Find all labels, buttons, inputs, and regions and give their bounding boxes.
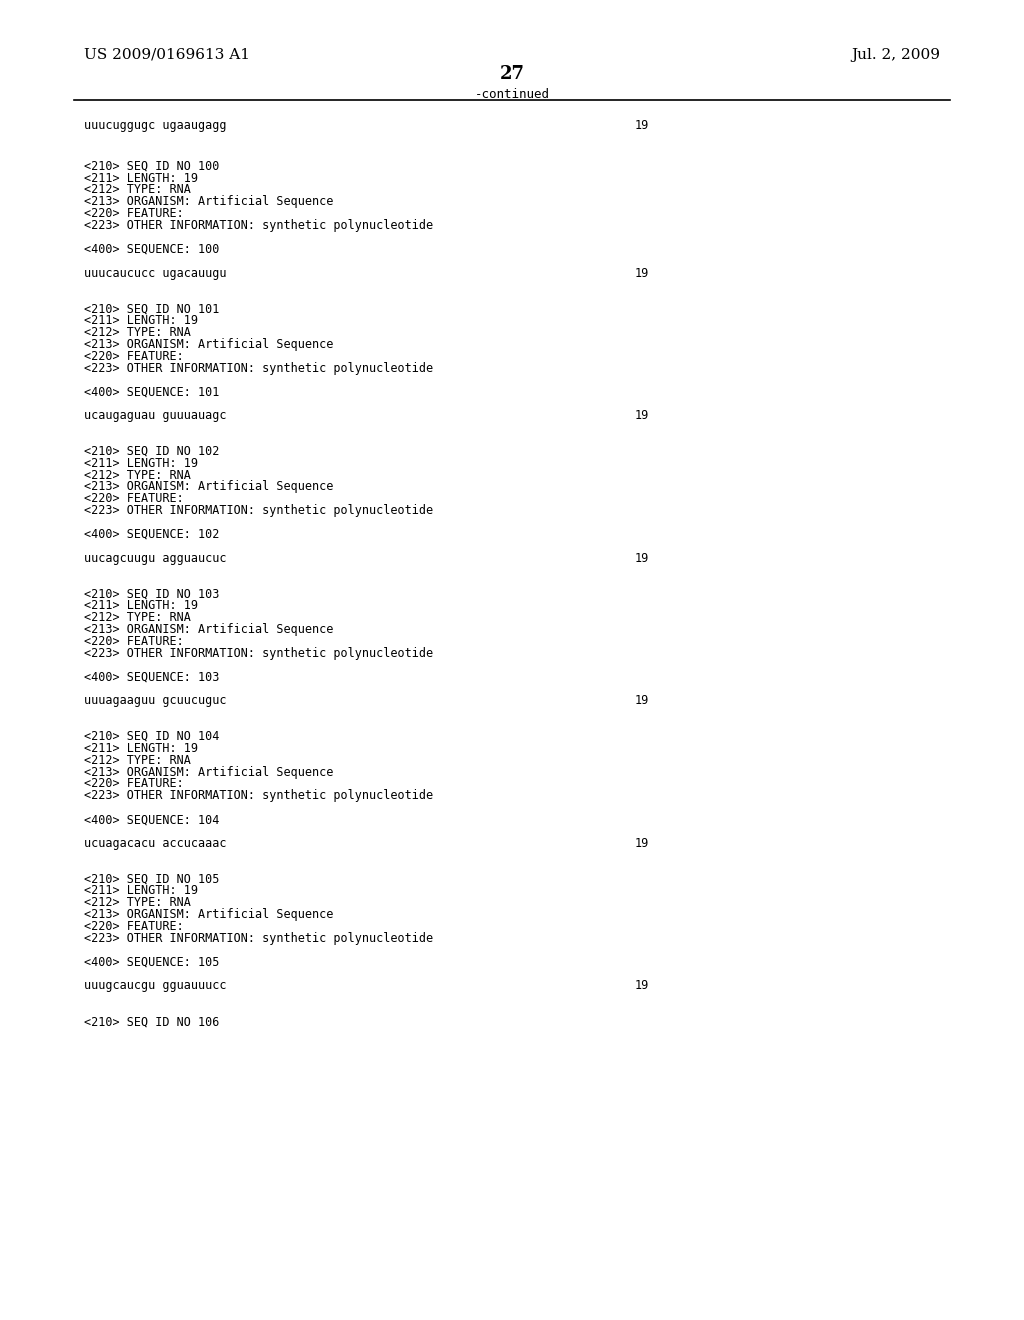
Text: <210> SEQ ID NO 105: <210> SEQ ID NO 105: [84, 873, 219, 886]
Text: <213> ORGANISM: Artificial Sequence: <213> ORGANISM: Artificial Sequence: [84, 338, 334, 351]
Text: <213> ORGANISM: Artificial Sequence: <213> ORGANISM: Artificial Sequence: [84, 908, 334, 921]
Text: <212> TYPE: RNA: <212> TYPE: RNA: [84, 469, 190, 482]
Text: uuugcaucgu gguauuucc: uuugcaucgu gguauuucc: [84, 979, 226, 993]
Text: <210> SEQ ID NO 101: <210> SEQ ID NO 101: [84, 302, 219, 315]
Text: <212> TYPE: RNA: <212> TYPE: RNA: [84, 611, 190, 624]
Text: <212> TYPE: RNA: <212> TYPE: RNA: [84, 326, 190, 339]
Text: <211> LENGTH: 19: <211> LENGTH: 19: [84, 742, 198, 755]
Text: <212> TYPE: RNA: <212> TYPE: RNA: [84, 754, 190, 767]
Text: Jul. 2, 2009: Jul. 2, 2009: [851, 48, 940, 62]
Text: <223> OTHER INFORMATION: synthetic polynucleotide: <223> OTHER INFORMATION: synthetic polyn…: [84, 932, 433, 945]
Text: uuuagaaguu gcuucuguc: uuuagaaguu gcuucuguc: [84, 694, 226, 708]
Text: <400> SEQUENCE: 101: <400> SEQUENCE: 101: [84, 385, 219, 399]
Text: <223> OTHER INFORMATION: synthetic polynucleotide: <223> OTHER INFORMATION: synthetic polyn…: [84, 789, 433, 803]
Text: -continued: -continued: [474, 88, 550, 102]
Text: <211> LENGTH: 19: <211> LENGTH: 19: [84, 457, 198, 470]
Text: 19: 19: [635, 694, 649, 708]
Text: <220> FEATURE:: <220> FEATURE:: [84, 207, 183, 220]
Text: <400> SEQUENCE: 102: <400> SEQUENCE: 102: [84, 528, 219, 541]
Text: 19: 19: [635, 119, 649, 132]
Text: <211> LENGTH: 19: <211> LENGTH: 19: [84, 314, 198, 327]
Text: 19: 19: [635, 837, 649, 850]
Text: <212> TYPE: RNA: <212> TYPE: RNA: [84, 183, 190, 197]
Text: <211> LENGTH: 19: <211> LENGTH: 19: [84, 172, 198, 185]
Text: <400> SEQUENCE: 103: <400> SEQUENCE: 103: [84, 671, 219, 684]
Text: <400> SEQUENCE: 100: <400> SEQUENCE: 100: [84, 243, 219, 256]
Text: <220> FEATURE:: <220> FEATURE:: [84, 492, 183, 506]
Text: 19: 19: [635, 979, 649, 993]
Text: <210> SEQ ID NO 103: <210> SEQ ID NO 103: [84, 587, 219, 601]
Text: <220> FEATURE:: <220> FEATURE:: [84, 777, 183, 791]
Text: ucuagacacu accucaaac: ucuagacacu accucaaac: [84, 837, 226, 850]
Text: 19: 19: [635, 552, 649, 565]
Text: <212> TYPE: RNA: <212> TYPE: RNA: [84, 896, 190, 909]
Text: 19: 19: [635, 409, 649, 422]
Text: US 2009/0169613 A1: US 2009/0169613 A1: [84, 48, 250, 62]
Text: <223> OTHER INFORMATION: synthetic polynucleotide: <223> OTHER INFORMATION: synthetic polyn…: [84, 647, 433, 660]
Text: <213> ORGANISM: Artificial Sequence: <213> ORGANISM: Artificial Sequence: [84, 623, 334, 636]
Text: <220> FEATURE:: <220> FEATURE:: [84, 920, 183, 933]
Text: <220> FEATURE:: <220> FEATURE:: [84, 350, 183, 363]
Text: <210> SEQ ID NO 104: <210> SEQ ID NO 104: [84, 730, 219, 743]
Text: <210> SEQ ID NO 102: <210> SEQ ID NO 102: [84, 445, 219, 458]
Text: <223> OTHER INFORMATION: synthetic polynucleotide: <223> OTHER INFORMATION: synthetic polyn…: [84, 219, 433, 232]
Text: ucaugaguau guuuauagc: ucaugaguau guuuauagc: [84, 409, 226, 422]
Text: 27: 27: [500, 65, 524, 83]
Text: <211> LENGTH: 19: <211> LENGTH: 19: [84, 599, 198, 612]
Text: <211> LENGTH: 19: <211> LENGTH: 19: [84, 884, 198, 898]
Text: <210> SEQ ID NO 100: <210> SEQ ID NO 100: [84, 160, 219, 173]
Text: <210> SEQ ID NO 106: <210> SEQ ID NO 106: [84, 1015, 219, 1028]
Text: <220> FEATURE:: <220> FEATURE:: [84, 635, 183, 648]
Text: uuucuggugc ugaaugagg: uuucuggugc ugaaugagg: [84, 119, 226, 132]
Text: uuucaucucc ugacauugu: uuucaucucc ugacauugu: [84, 267, 226, 280]
Text: <213> ORGANISM: Artificial Sequence: <213> ORGANISM: Artificial Sequence: [84, 195, 334, 209]
Text: <213> ORGANISM: Artificial Sequence: <213> ORGANISM: Artificial Sequence: [84, 480, 334, 494]
Text: <400> SEQUENCE: 104: <400> SEQUENCE: 104: [84, 813, 219, 826]
Text: <223> OTHER INFORMATION: synthetic polynucleotide: <223> OTHER INFORMATION: synthetic polyn…: [84, 504, 433, 517]
Text: <400> SEQUENCE: 105: <400> SEQUENCE: 105: [84, 956, 219, 969]
Text: uucagcuugu agguaucuc: uucagcuugu agguaucuc: [84, 552, 226, 565]
Text: <223> OTHER INFORMATION: synthetic polynucleotide: <223> OTHER INFORMATION: synthetic polyn…: [84, 362, 433, 375]
Text: 19: 19: [635, 267, 649, 280]
Text: <213> ORGANISM: Artificial Sequence: <213> ORGANISM: Artificial Sequence: [84, 766, 334, 779]
